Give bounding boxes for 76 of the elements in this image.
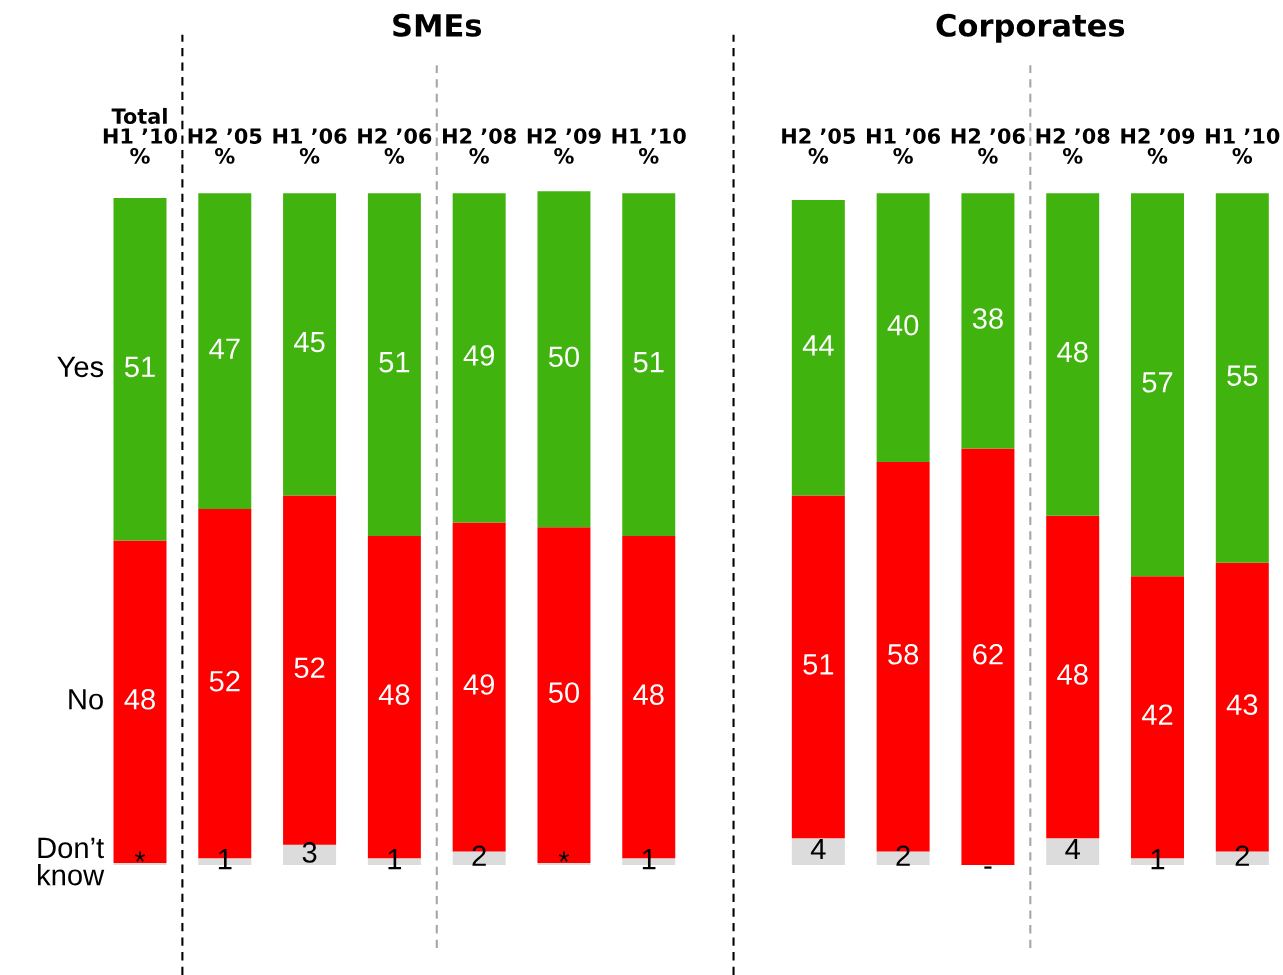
x-tick-label: H2 ’08 % xyxy=(1036,128,1110,164)
bar xyxy=(961,448,1015,865)
data-label: 43 xyxy=(1226,694,1258,715)
data-label: 48 xyxy=(378,684,410,705)
series-label: No xyxy=(69,689,103,710)
bar xyxy=(113,540,167,863)
bar xyxy=(1046,515,1100,839)
data-label: 55 xyxy=(1227,365,1258,386)
data-label: 47 xyxy=(209,338,240,359)
x-tick-label: H2 ’06 % xyxy=(358,128,432,164)
data-label: 40 xyxy=(887,314,919,336)
series-label: Don’t know xyxy=(38,837,105,886)
bar xyxy=(367,193,421,536)
bar xyxy=(283,844,337,865)
data-label: 48 xyxy=(1057,664,1088,685)
bar xyxy=(113,198,167,541)
data-label: 4 xyxy=(1065,839,1080,860)
bar xyxy=(537,191,591,528)
data-label: 2 xyxy=(472,845,486,866)
bar xyxy=(1131,193,1184,577)
x-tick-label: H2 ’08 % xyxy=(443,128,516,164)
bar xyxy=(1215,193,1269,563)
bar xyxy=(1046,193,1100,516)
data-label: 49 xyxy=(463,345,495,366)
x-tick-label: H1 ’06 % xyxy=(273,128,347,164)
x-tick-label: Total H1 ’10 % xyxy=(103,107,178,164)
text: SMEs xyxy=(393,13,482,37)
bar xyxy=(791,495,845,839)
data-label: 51 xyxy=(633,352,664,373)
data-label: 4 xyxy=(810,839,826,860)
bar xyxy=(452,193,506,523)
series-label: Yes xyxy=(57,356,104,378)
bar xyxy=(622,193,676,536)
data-label: 48 xyxy=(124,688,155,710)
bar xyxy=(537,862,591,865)
x-tick-label: H1 ’06 % xyxy=(867,128,941,164)
bar xyxy=(791,838,845,865)
data-label: 57 xyxy=(1142,372,1173,393)
data-label: 38 xyxy=(972,308,1003,329)
text: Corporates xyxy=(936,13,1125,43)
data-label: 48 xyxy=(1057,341,1088,363)
x-tick-label: H2 ’05 % xyxy=(188,128,262,164)
data-label: 51 xyxy=(803,654,834,675)
data-label: 42 xyxy=(1141,704,1173,725)
x-tick-label: H1 ’10 % xyxy=(1206,128,1280,164)
data-label: * xyxy=(558,851,570,862)
data-label: 49 xyxy=(463,674,495,695)
data-label: 3 xyxy=(302,842,317,863)
data-label: 52 xyxy=(209,670,240,692)
bar xyxy=(198,193,252,510)
bar xyxy=(283,193,337,496)
bar xyxy=(113,862,167,865)
data-label: 52 xyxy=(294,657,325,679)
x-tick-label: H2 ’09 % xyxy=(1121,128,1195,164)
data-label: 45 xyxy=(294,331,325,353)
bar xyxy=(876,193,930,463)
bar xyxy=(537,527,591,863)
data-label: 2 xyxy=(1235,845,1249,866)
data-label: 51 xyxy=(124,356,155,378)
data-label: - xyxy=(984,866,992,869)
data-label: * xyxy=(134,851,146,862)
data-label: 48 xyxy=(633,684,664,705)
bar xyxy=(791,200,845,496)
bar xyxy=(961,193,1015,449)
data-label: 2 xyxy=(896,845,910,866)
data-label: 44 xyxy=(802,335,834,356)
data-label: 50 xyxy=(548,682,580,703)
data-label: 62 xyxy=(973,643,1003,665)
x-tick-label: H2 ’09 % xyxy=(527,128,601,164)
x-tick-label: H2 ’05 % xyxy=(782,128,855,164)
bar xyxy=(1046,838,1100,865)
data-label: 58 xyxy=(888,643,919,665)
x-tick-label: H1 ’10 % xyxy=(612,128,686,164)
data-label: 51 xyxy=(379,352,410,373)
x-tick-label: H2 ’06 % xyxy=(951,128,1025,164)
data-label: 50 xyxy=(548,346,580,368)
